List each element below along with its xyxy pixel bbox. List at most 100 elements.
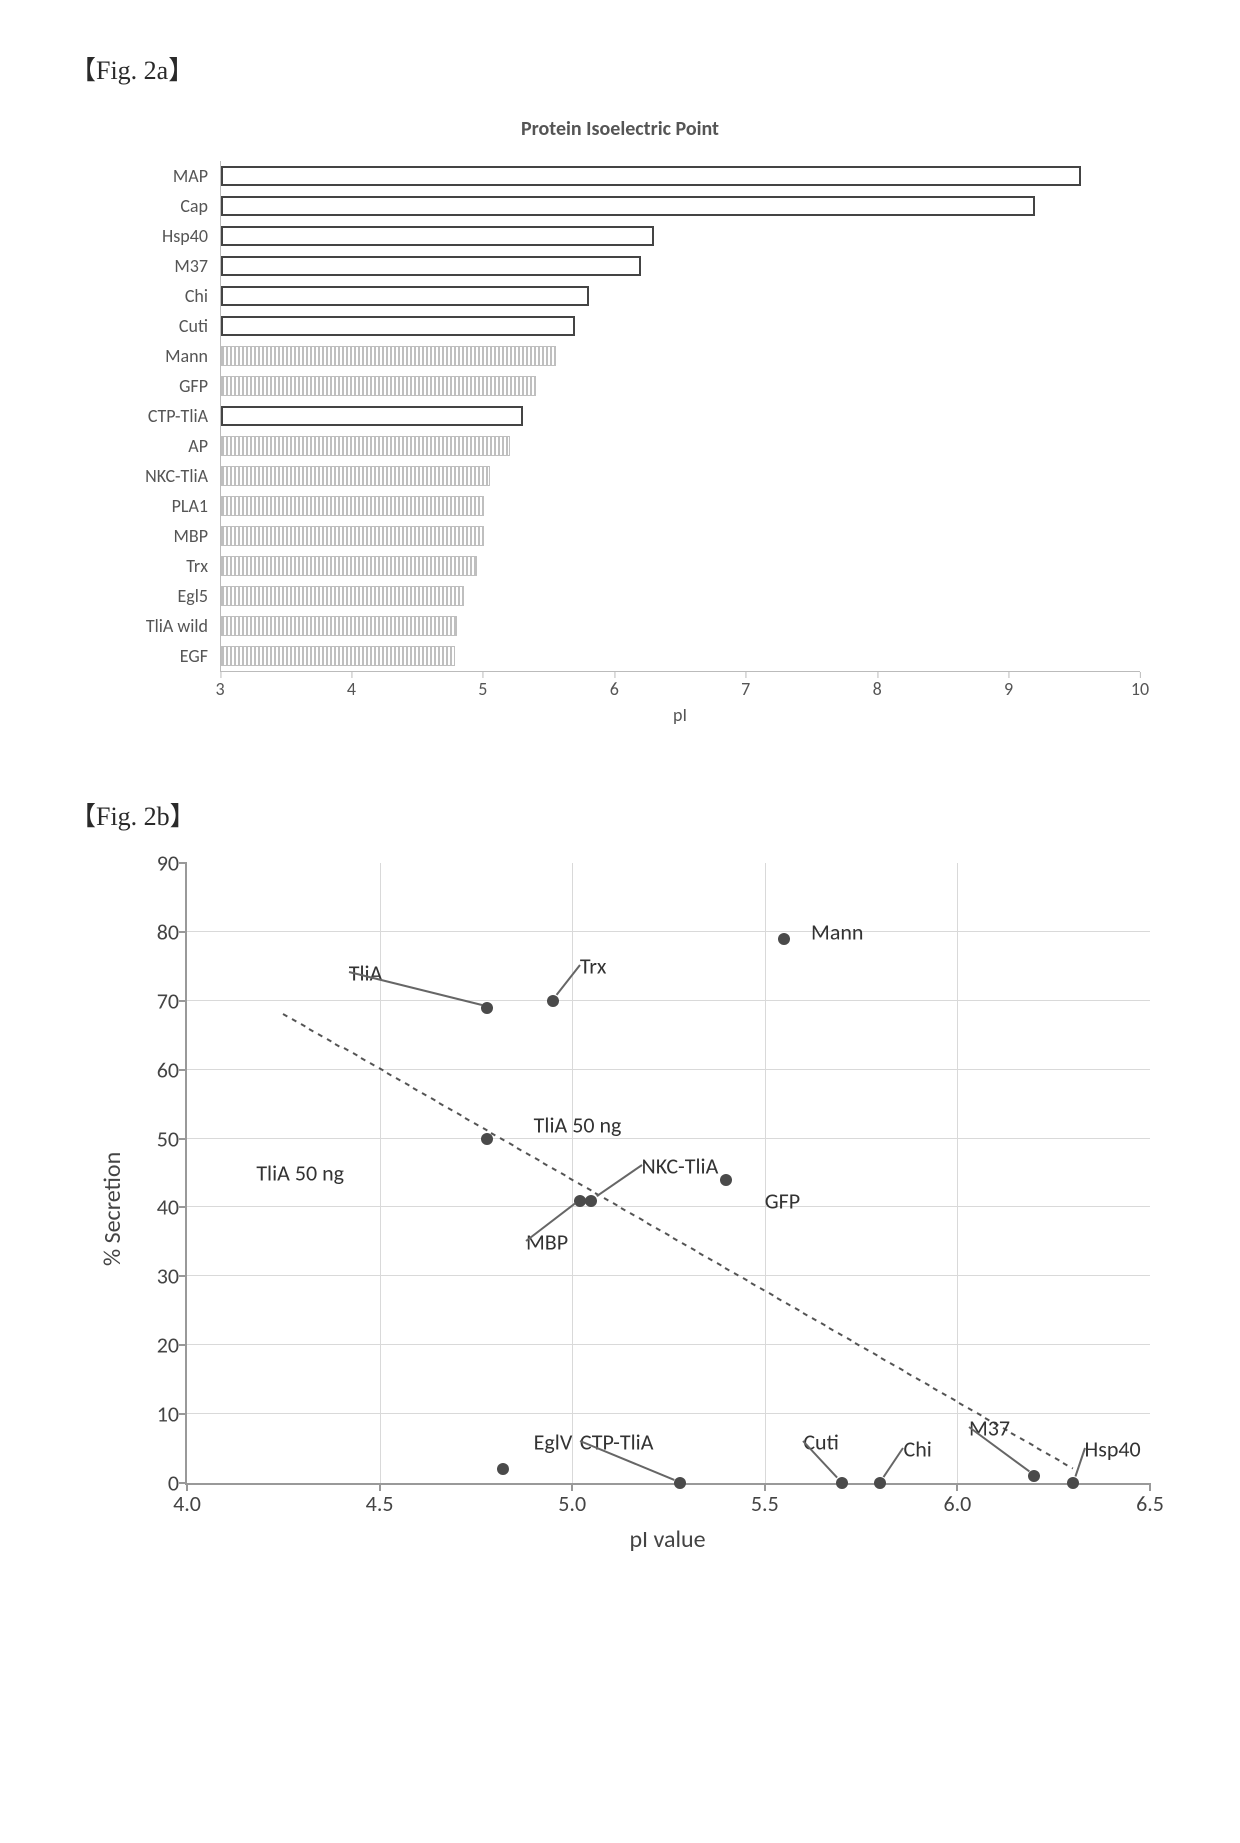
chart-b-trendline (681, 1242, 686, 1246)
chart-b-point (585, 1195, 597, 1207)
chart-a-xtick: 7 (741, 678, 750, 700)
chart-b-trendline (603, 1197, 608, 1201)
fig2a-caption: 【Fig. 2a】 (70, 50, 1180, 87)
chart-b-trendline (569, 1177, 574, 1181)
chart-b-trendline (335, 1043, 340, 1047)
chart-b-xtick: 5.0 (558, 1490, 586, 1517)
chart-a-cat-label: AP (100, 431, 220, 461)
chart-b-trendline (439, 1103, 444, 1107)
chart-a-cat-label: MAP (100, 161, 220, 191)
chart-b-ytick: 80 (139, 918, 179, 945)
chart-b-trendline (837, 1332, 842, 1336)
chart-b-trendline (387, 1073, 392, 1077)
chart-b-trendline (707, 1257, 712, 1261)
chart-b-trendline (577, 1182, 582, 1186)
chart-b-trendline (283, 1013, 288, 1017)
chart-b-trendline (655, 1227, 660, 1231)
chart-a-cat-label: NKC-TliA (100, 461, 220, 491)
chart-b-trendline (915, 1377, 920, 1381)
chart-b-trendline (647, 1222, 652, 1226)
chart-b-trendline (560, 1172, 565, 1176)
chart-a-xlabel: pI (220, 704, 1140, 726)
chart-a-cat-label: Egl5 (100, 581, 220, 611)
chart-a-cat-label: MBP (100, 521, 220, 551)
chart-b-ytick: 90 (139, 850, 179, 877)
chart-b-trendline (907, 1372, 912, 1376)
chart-b-trendline (317, 1033, 322, 1037)
chart-b-trendline (534, 1157, 539, 1161)
chart-a-bar (221, 316, 575, 336)
chart-b-trendline (846, 1337, 851, 1341)
chart-a-bar (221, 466, 490, 486)
chart-b-trendline (673, 1237, 678, 1241)
chart-b-trendline (811, 1317, 816, 1321)
chart-b-trendline (404, 1083, 409, 1087)
chart-a-bar (221, 436, 510, 456)
chart-b-point-label: MBP (526, 1228, 568, 1255)
chart-b-ytick: 40 (139, 1194, 179, 1221)
chart-a-cat-label: Cuti (100, 311, 220, 341)
chart-b-trendline (586, 1187, 591, 1191)
fig2b-caption: 【Fig. 2b】 (70, 796, 1180, 833)
chart-b-trendline (898, 1367, 903, 1371)
chart-b-trendline (959, 1402, 964, 1406)
chart-a-cat-label: GFP (100, 371, 220, 401)
chart-b: % Secretion 4.04.55.05.56.06.50102030405… (90, 863, 1150, 1554)
chart-b-leader (596, 1164, 642, 1197)
chart-b-point-label: M37 (969, 1414, 1010, 1441)
chart-b-trendline (413, 1088, 418, 1092)
chart-a-bar (221, 526, 484, 546)
chart-b-point (1067, 1477, 1079, 1489)
chart-a-x-axis: 345678910 (220, 671, 1140, 702)
chart-b-point (481, 1133, 493, 1145)
chart-a-bar (221, 586, 464, 606)
chart-b-trendline (1071, 1467, 1073, 1469)
chart-b-leader (556, 965, 581, 996)
chart-a-bar (221, 226, 654, 246)
chart-b-leader (349, 971, 482, 1006)
chart-b-trendline (421, 1093, 426, 1097)
chart-b-trendline (690, 1247, 695, 1251)
chart-b-trendline (863, 1347, 868, 1351)
chart-b-trendline (465, 1117, 470, 1121)
chart-b-point (836, 1477, 848, 1489)
chart-b-trendline (361, 1058, 366, 1062)
chart-a-xtick: 5 (478, 678, 487, 700)
chart-a-plot: MAPCapHsp40M37ChiCutiMannGFPCTP-TliAAPNK… (100, 161, 1140, 671)
chart-b-trendline (664, 1232, 669, 1236)
chart-b-trendline (699, 1252, 704, 1256)
chart-b-trendline (473, 1122, 478, 1126)
chart-b-trendline (638, 1217, 643, 1221)
chart-a-cat-label: Hsp40 (100, 221, 220, 251)
chart-a-bar (221, 556, 477, 576)
chart-b-trendline (300, 1023, 305, 1027)
chart-b-trendline (326, 1038, 331, 1042)
chart-b-trendline (1019, 1437, 1024, 1441)
chart-b-trendline (967, 1407, 972, 1411)
chart-b-ytick: 50 (139, 1125, 179, 1152)
chart-b-ytick: 30 (139, 1263, 179, 1290)
chart-b-trendline (725, 1267, 730, 1271)
chart-b-point (874, 1477, 886, 1489)
chart-a-cat-label: TliA wild (100, 611, 220, 641)
chart-b-trendline (369, 1063, 374, 1067)
chart-b-trendline (785, 1302, 790, 1306)
chart-b-ytick: 20 (139, 1332, 179, 1359)
chart-b-xtick: 4.5 (366, 1490, 394, 1517)
chart-a-xtick: 9 (1004, 678, 1013, 700)
chart-b-point-label: TliA 50 ng (534, 1111, 622, 1138)
chart-b-trendline (941, 1392, 946, 1396)
chart-a-cat-label: M37 (100, 251, 220, 281)
chart-b-trendline (1011, 1432, 1016, 1436)
chart-a-cat-label: CTP-TliA (100, 401, 220, 431)
chart-a-bar (221, 286, 589, 306)
chart-a-xtick: 6 (610, 678, 619, 700)
chart-b-trendline (950, 1397, 955, 1401)
chart-a-title: Protein Isoelectric Point (100, 117, 1140, 141)
chart-b-ytick: 0 (139, 1470, 179, 1497)
chart-b-trendline (629, 1212, 634, 1216)
chart-b-trendline (803, 1312, 808, 1316)
chart-a-cat-label: Cap (100, 191, 220, 221)
chart-b-ylabel: % Secretion (90, 863, 135, 1554)
chart-b-trendline (1028, 1442, 1033, 1446)
